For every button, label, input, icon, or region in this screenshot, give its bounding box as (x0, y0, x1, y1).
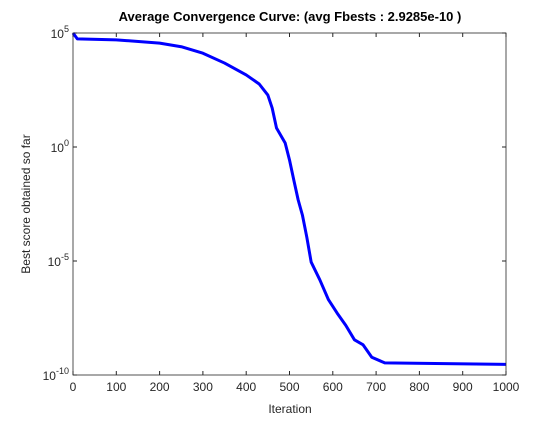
x-tick-label: 800 (409, 380, 429, 394)
x-tick-label: 600 (323, 380, 343, 394)
y-tick-label: 105 (51, 24, 69, 41)
x-tick-label: 100 (106, 380, 126, 394)
x-tick-label: 900 (453, 380, 473, 394)
chart-title: Average Convergence Curve: (avg Fbests :… (119, 9, 462, 24)
y-tick-label: 10-5 (48, 252, 69, 269)
x-tick-label: 0 (70, 380, 77, 394)
x-tick-label: 700 (366, 380, 386, 394)
x-tick-label: 200 (150, 380, 170, 394)
x-tick-label: 1000 (493, 380, 520, 394)
plot-area (73, 33, 506, 375)
x-axis-label: Iteration (268, 402, 311, 416)
x-tick-label: 300 (193, 380, 213, 394)
x-tick-label: 500 (279, 380, 299, 394)
axes-box (72, 32, 507, 376)
y-tick-label: 100 (51, 138, 69, 155)
line-series (71, 32, 507, 366)
x-tick-label: 400 (236, 380, 256, 394)
y-tick-label: 10-10 (43, 366, 69, 383)
y-axis-label: Best score obtained so far (19, 134, 33, 273)
